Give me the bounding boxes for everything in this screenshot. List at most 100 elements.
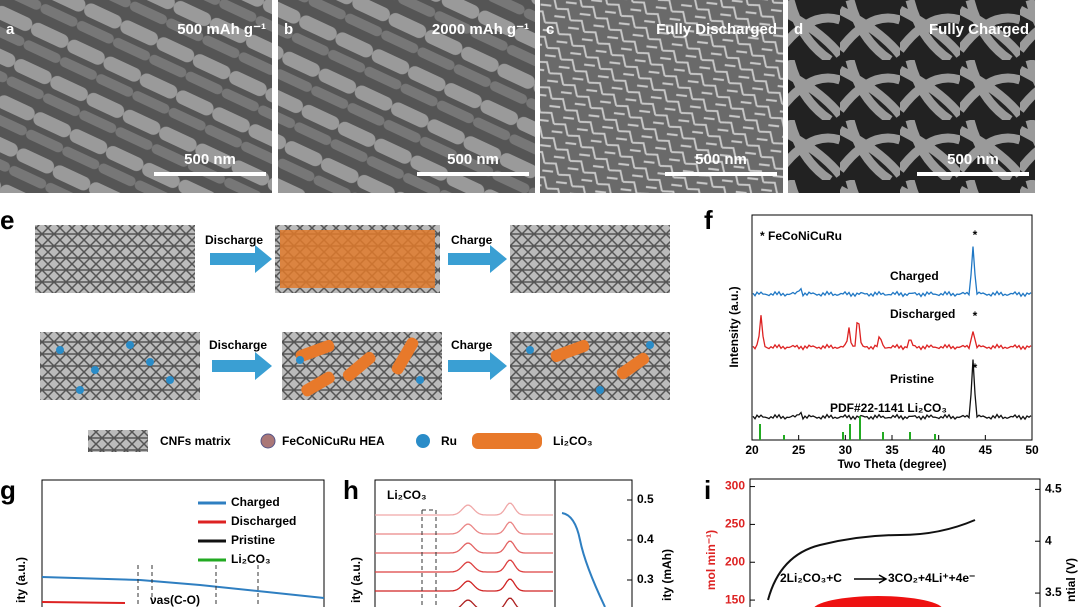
y2-tick-label: 0.3 bbox=[637, 572, 654, 586]
y-tick-label: 150 bbox=[725, 592, 745, 606]
y-label: ity (a.u.) bbox=[349, 557, 363, 603]
panel-letter: b bbox=[284, 21, 293, 38]
legend-label: Li₂CO₃ bbox=[231, 552, 271, 566]
panel-g: g Charged Discharged Pristine Li₂CO₃ νas(C-… bbox=[0, 475, 325, 607]
y2-tick-label: 4.5 bbox=[1045, 482, 1062, 496]
panel-letter: d bbox=[794, 21, 803, 38]
spectrum bbox=[375, 521, 553, 535]
trace-label: Pristine bbox=[890, 372, 934, 386]
step-label: Charge bbox=[451, 338, 493, 352]
cnf-block bbox=[510, 225, 670, 293]
x-tick-label: 20 bbox=[745, 443, 759, 457]
spectrum bbox=[41, 601, 126, 604]
spectrum bbox=[375, 578, 553, 592]
condition-label: 2000 mAh g⁻¹ bbox=[432, 21, 529, 38]
panel-letter: f bbox=[704, 205, 713, 235]
scale-bar bbox=[417, 172, 529, 176]
y-tick-label: 200 bbox=[725, 554, 745, 568]
panel-f: f * FeCoNiCuRu 20 25 30 35 40 45 50 Charged Disc… bbox=[704, 205, 1039, 471]
legend-label: CNFs matrix bbox=[160, 434, 231, 448]
reaction: 3CO₂+4Li⁺+4e⁻ bbox=[888, 571, 975, 585]
arrow bbox=[854, 574, 888, 584]
legend-icon bbox=[260, 433, 276, 449]
x-label: Two Theta (degree) bbox=[837, 457, 946, 471]
xrd-trace bbox=[752, 246, 1032, 298]
condition-label: Fully Charged bbox=[929, 21, 1029, 38]
curve bbox=[561, 512, 606, 607]
guide-line bbox=[421, 509, 437, 607]
trace-label: Charged bbox=[890, 269, 939, 283]
scale-label: 500 nm bbox=[947, 151, 999, 168]
sem-labels: a 500 mAh g⁻¹ 500 nm b 2000 mAh g⁻¹ 500 nm c Fu… bbox=[6, 21, 1029, 176]
spectrum bbox=[41, 576, 325, 599]
annotation: νas(C-O) bbox=[150, 593, 200, 607]
x-tick-label: 35 bbox=[885, 443, 899, 457]
li2co3-layer bbox=[280, 230, 435, 288]
cnf-block bbox=[40, 332, 200, 400]
annotation: Li₂CO₃ bbox=[387, 488, 427, 502]
legend-icon bbox=[472, 433, 542, 449]
panel-letter: h bbox=[343, 475, 359, 505]
y2-tick-label: 0.5 bbox=[637, 492, 654, 506]
legend-label: FeCoNiCuRu HEA bbox=[282, 434, 385, 448]
x-tick-label: 50 bbox=[1025, 443, 1039, 457]
x-tick-label: 30 bbox=[839, 443, 853, 457]
step-label: Charge bbox=[451, 233, 493, 247]
sem-image bbox=[0, 0, 272, 193]
curve bbox=[767, 519, 976, 601]
sem-image bbox=[540, 0, 783, 193]
panel-e: e Discharge Charge Discharge Charge CNFs ma… bbox=[0, 205, 670, 452]
arrows bbox=[210, 245, 507, 380]
legend-icon bbox=[416, 434, 430, 448]
peak-marker: * bbox=[973, 309, 978, 323]
y2-tick-label: 4 bbox=[1045, 533, 1052, 547]
plot-frame bbox=[41, 479, 325, 607]
step-label: Discharge bbox=[205, 233, 263, 247]
guide-line bbox=[137, 565, 259, 607]
y2-tick-label: 3.5 bbox=[1045, 585, 1062, 599]
xrd-trace bbox=[752, 359, 1032, 421]
scale-bar bbox=[917, 172, 1029, 176]
panel-letter: e bbox=[0, 205, 14, 235]
y2-label: ity (mAh) bbox=[660, 549, 674, 601]
y2-label: ntial (V) bbox=[1064, 558, 1078, 602]
peak-marker: * bbox=[973, 228, 978, 242]
legend-label: Pristine bbox=[231, 533, 275, 547]
legend-icon bbox=[88, 430, 148, 452]
legend-label: Li₂CO₃ bbox=[553, 434, 593, 448]
cnf-block bbox=[35, 225, 195, 293]
y-label: mol min⁻¹) bbox=[704, 530, 718, 590]
ru-dots bbox=[56, 341, 654, 394]
peak-marker: * bbox=[973, 361, 978, 375]
condition-label: Fully Discharged bbox=[656, 21, 777, 38]
scale-bar bbox=[665, 172, 777, 176]
scale-label: 500 nm bbox=[184, 151, 236, 168]
panel-i: i 2Li₂CO₃+C 3CO₂+4Li⁺+4e⁻ mol min⁻¹) nti… bbox=[704, 475, 1078, 607]
annotation: * FeCoNiCuRu bbox=[760, 229, 842, 243]
panel-h: h Li₂CO₃ ity (a.u.) ity (mAh) 0.5 0.4 0.3 bbox=[343, 475, 674, 607]
sem-image bbox=[278, 0, 535, 193]
sem-row bbox=[0, 0, 1035, 193]
spectrum bbox=[375, 559, 553, 573]
scale-bar bbox=[154, 172, 266, 176]
x-tick-label: 45 bbox=[979, 443, 993, 457]
panel-letter: c bbox=[546, 21, 554, 38]
panel-letter: g bbox=[0, 475, 16, 505]
xrd-trace bbox=[752, 315, 1032, 351]
sem-image bbox=[788, 0, 1035, 193]
panel-letter: a bbox=[6, 21, 15, 38]
trace-label: PDF#22-1141 Li₂CO₃ bbox=[830, 401, 947, 415]
y2-tick-label: 0.4 bbox=[637, 532, 654, 546]
y-label: Intensity (a.u.) bbox=[727, 286, 741, 367]
y-tick-label: 300 bbox=[725, 479, 745, 493]
step-label: Discharge bbox=[209, 338, 267, 352]
signal bbox=[814, 596, 942, 607]
x-tick-label: 25 bbox=[792, 443, 806, 457]
x-tick-label: 40 bbox=[932, 443, 946, 457]
condition-label: 500 mAh g⁻¹ bbox=[177, 21, 266, 38]
spectrum bbox=[375, 540, 553, 554]
spectrum bbox=[458, 597, 519, 607]
y-tick-label: 250 bbox=[725, 517, 745, 531]
legend-label: Charged bbox=[231, 495, 280, 509]
